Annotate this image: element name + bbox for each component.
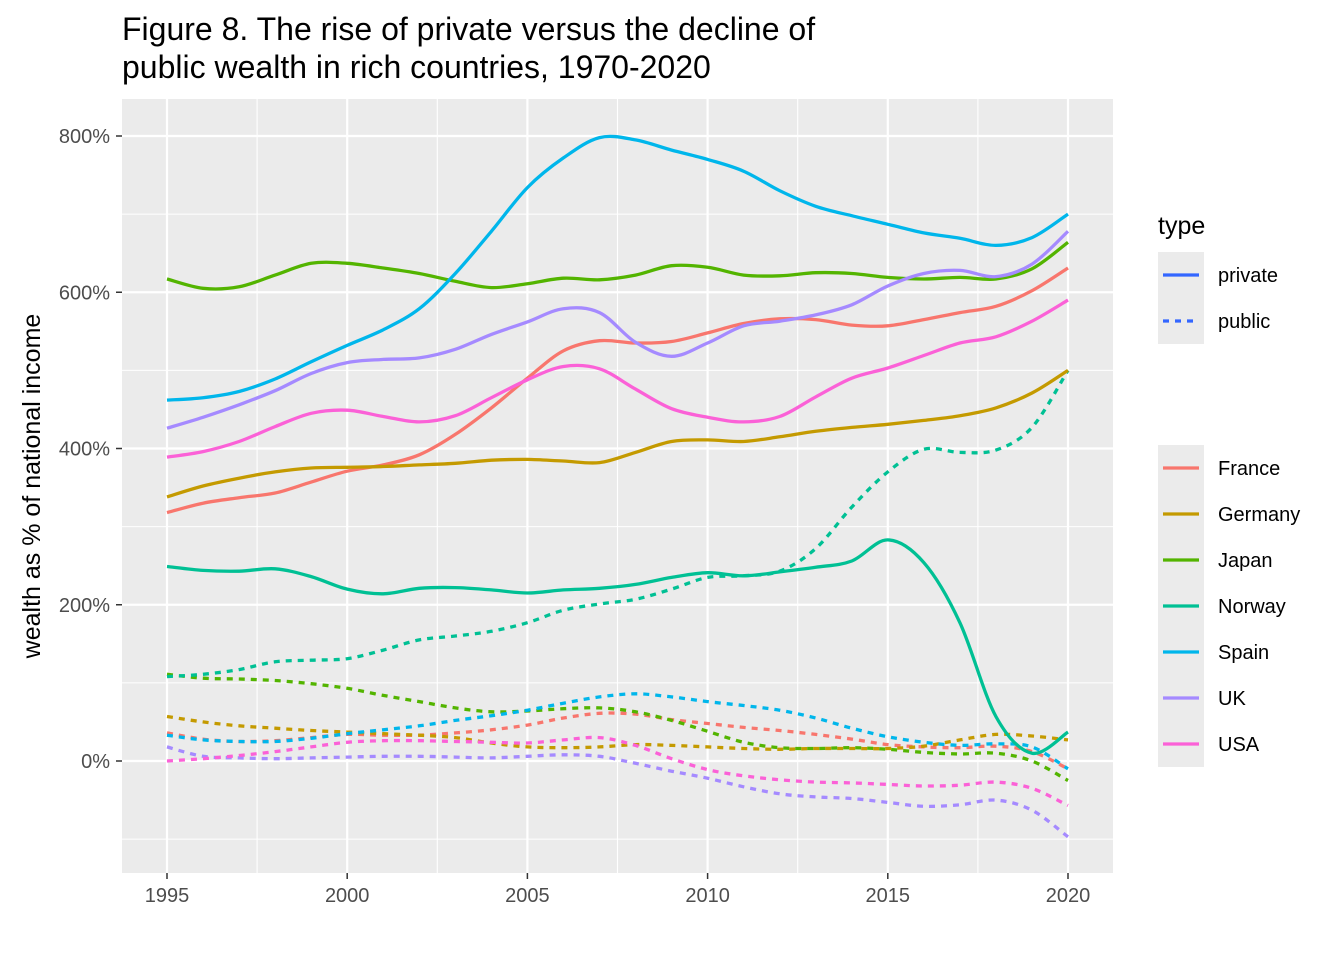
- legend-type-title: type: [1158, 212, 1205, 240]
- legend-label-private: private: [1218, 265, 1278, 287]
- series-layer: [166, 134, 1070, 839]
- series-line-spain-private: [166, 134, 1069, 402]
- legend-label-japan: Japan: [1218, 550, 1273, 572]
- legend-label-public: public: [1218, 311, 1270, 333]
- series-line-germany-private: [166, 369, 1069, 499]
- legend-type-keys-bg: [1158, 252, 1204, 344]
- legend-country: France Germany Japan Norway Spain UK USA: [1158, 445, 1300, 767]
- y-tick-label: 200%: [59, 595, 110, 617]
- y-axis-title: wealth as % of national income: [18, 314, 46, 660]
- legend-label-france: France: [1218, 458, 1280, 480]
- x-tick-label: 2015: [866, 885, 911, 907]
- y-tick-label: 600%: [59, 282, 110, 304]
- legend-label-usa: USA: [1218, 734, 1260, 756]
- x-tick-labels: 1995 2000 2005 2010 2015 2020: [145, 885, 1091, 907]
- axis-ticks: [116, 135, 1069, 879]
- chart-title-line-1: Figure 8. The rise of private versus the…: [122, 11, 816, 47]
- chart-title-line-2: public wealth in rich countries, 1970-20…: [122, 49, 711, 85]
- chart-title: Figure 8. The rise of private versus the…: [122, 10, 815, 86]
- y-tick-label: 800%: [59, 126, 110, 148]
- legend-label-germany: Germany: [1218, 504, 1300, 526]
- series-line-uk-public: [166, 745, 1069, 839]
- series-line-france-private: [166, 266, 1069, 515]
- series-line-japan-private: [166, 240, 1069, 291]
- series-line-spain-public: [166, 692, 1069, 771]
- series-line-usa-private: [166, 298, 1069, 459]
- legend-label-spain: Spain: [1218, 642, 1269, 664]
- series-line-usa-public: [166, 735, 1069, 807]
- y-tick-label: 0%: [81, 751, 110, 773]
- series-line-japan-public: [166, 672, 1069, 782]
- x-tick-label: 1995: [145, 885, 190, 907]
- y-tick-labels: 0% 200% 400% 600% 800%: [59, 126, 110, 773]
- series-line-norway-public: [166, 369, 1070, 679]
- series-line-germany-public: [166, 714, 1069, 751]
- series-line-norway-private: [166, 538, 1069, 755]
- y-tick-label: 400%: [59, 439, 110, 461]
- legend-type: type private public: [1158, 212, 1278, 344]
- legend-label-uk: UK: [1218, 688, 1246, 710]
- x-tick-label: 2005: [505, 885, 550, 907]
- series-line-uk-private: [166, 230, 1070, 430]
- x-tick-label: 2020: [1046, 885, 1091, 907]
- legend-label-norway: Norway: [1218, 596, 1286, 618]
- x-tick-label: 2010: [685, 885, 730, 907]
- x-tick-label: 2000: [325, 885, 370, 907]
